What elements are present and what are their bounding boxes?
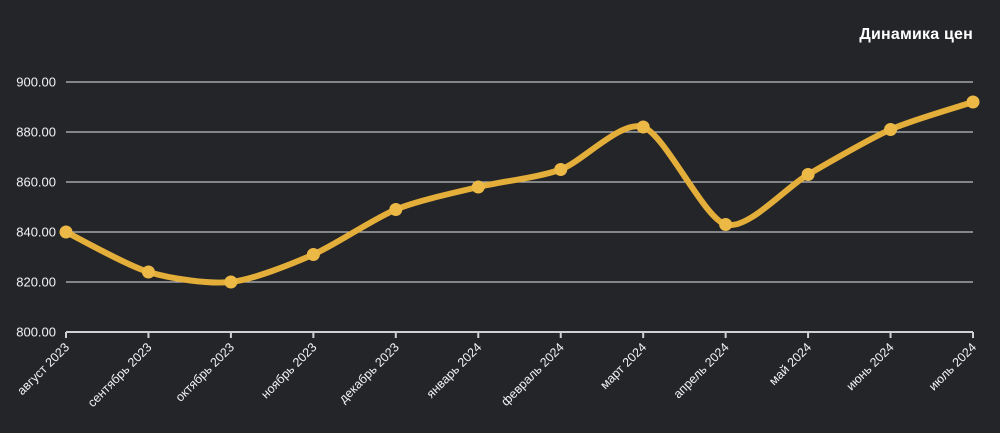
x-axis-tick-label: май 2024	[766, 340, 814, 388]
data-point[interactable]	[224, 275, 238, 289]
data-point[interactable]	[966, 95, 980, 109]
x-axis-tick-label: июнь 2024	[844, 340, 897, 393]
data-point[interactable]	[636, 120, 650, 134]
data-point[interactable]	[306, 248, 320, 261]
x-axis-tick-label: декабрь 2023	[336, 340, 402, 406]
y-axis-tick-label: 820.00	[16, 275, 56, 290]
x-axis-tick-label: февраль 2024	[498, 340, 567, 409]
y-axis-tick-label: 860.00	[16, 175, 56, 190]
data-point[interactable]	[59, 225, 73, 239]
data-point[interactable]	[471, 180, 485, 194]
data-point[interactable]	[719, 218, 733, 231]
y-axis-tick-label: 880.00	[16, 125, 56, 140]
x-axis-tick-label: январь 2024	[424, 340, 485, 401]
data-point[interactable]	[389, 203, 403, 216]
x-axis-tick-label: июль 2024	[926, 340, 979, 393]
data-point[interactable]	[801, 168, 815, 181]
data-point[interactable]	[884, 123, 898, 136]
data-point[interactable]	[554, 163, 568, 176]
chart-title: Динамика цен	[859, 26, 973, 43]
data-point[interactable]	[141, 265, 155, 279]
series-line	[63, 99, 976, 286]
y-axis-tick-label: 900.00	[16, 75, 56, 90]
y-axis-tick-label: 800.00	[16, 325, 56, 340]
y-axis-tick-label: 840.00	[16, 225, 56, 240]
x-axis-tick-label: август 2023	[14, 340, 72, 398]
x-axis-tick-label: сентябрь 2023	[85, 340, 155, 410]
x-axis-tick-label: ноябрь 2023	[258, 340, 319, 401]
x-axis-tick-label: октябрь 2023	[173, 340, 237, 404]
x-axis-tick-label: март 2024	[598, 340, 650, 392]
x-axis-tick-label: апрель 2024	[671, 340, 732, 401]
